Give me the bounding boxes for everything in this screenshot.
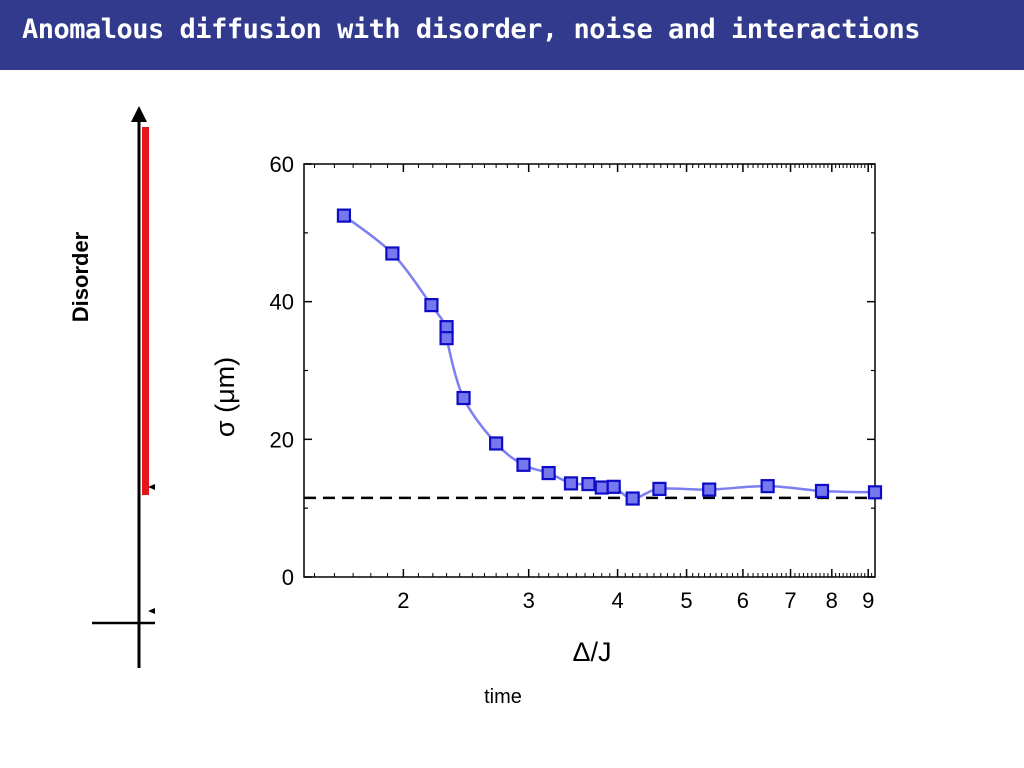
- data-point-marker: [563, 476, 579, 491]
- y-axis-label: σ (μm): [210, 357, 240, 437]
- x-tick-label: 2: [397, 588, 409, 613]
- data-point-marker: [424, 298, 439, 313]
- data-point-marker: [594, 480, 609, 495]
- x-tick-label: 6: [737, 588, 749, 613]
- minor-ticks: [304, 164, 876, 577]
- x-tick-label: 9: [862, 588, 874, 613]
- data-point-marker: [385, 246, 400, 261]
- data-point-marker: [336, 208, 352, 223]
- data-point-marker: [439, 331, 454, 346]
- data-point-marker: [867, 485, 883, 500]
- plot-frame: [303, 163, 876, 578]
- x-tick-label: 8: [826, 588, 838, 613]
- disorder-label: Disorder: [68, 231, 93, 322]
- series-curve: [343, 214, 876, 500]
- plot-area: 0 20 40 60 2 3 4 5 6 7 8 9: [270, 152, 883, 613]
- x-tick-label: 5: [680, 588, 692, 613]
- data-point-marker: [652, 481, 667, 496]
- y-tick-label: 40: [270, 290, 294, 315]
- x-axis-label: Δ/J: [572, 637, 611, 667]
- title-bar: Anomalous diffusion with disorder, noise…: [0, 0, 1024, 70]
- y-tick-label: 20: [270, 427, 294, 452]
- major-ticks: [304, 163, 875, 578]
- disorder-bar: [142, 127, 149, 495]
- x-tick-label: 3: [523, 588, 535, 613]
- data-point-marker: [814, 483, 830, 499]
- marker-arrow-upper-icon: [148, 484, 155, 490]
- series-markers: [336, 208, 883, 506]
- data-point-marker: [625, 491, 640, 506]
- data-point-marker: [581, 476, 596, 492]
- data-point-marker: [702, 482, 717, 497]
- y-tick-label: 0: [282, 565, 294, 590]
- disorder-axis-arrow-icon: [131, 106, 147, 122]
- time-label: time: [484, 686, 522, 708]
- slide-title: Anomalous diffusion with disorder, noise…: [22, 14, 921, 45]
- data-point-marker: [760, 479, 775, 494]
- marker-arrow-lower-icon: [148, 608, 155, 614]
- data-point-marker: [606, 479, 621, 494]
- x-tick-label: 4: [611, 588, 623, 613]
- tick-labels: 0 20 40 60 2 3 4 5 6 7 8 9: [270, 152, 875, 613]
- data-point-marker: [489, 436, 504, 451]
- disorder-axis: Disorder: [68, 106, 155, 668]
- x-tick-label: 7: [784, 588, 796, 613]
- data-point-marker: [541, 465, 556, 481]
- data-point-marker: [456, 390, 471, 406]
- data-point-marker: [516, 457, 531, 472]
- y-tick-label: 60: [270, 152, 294, 177]
